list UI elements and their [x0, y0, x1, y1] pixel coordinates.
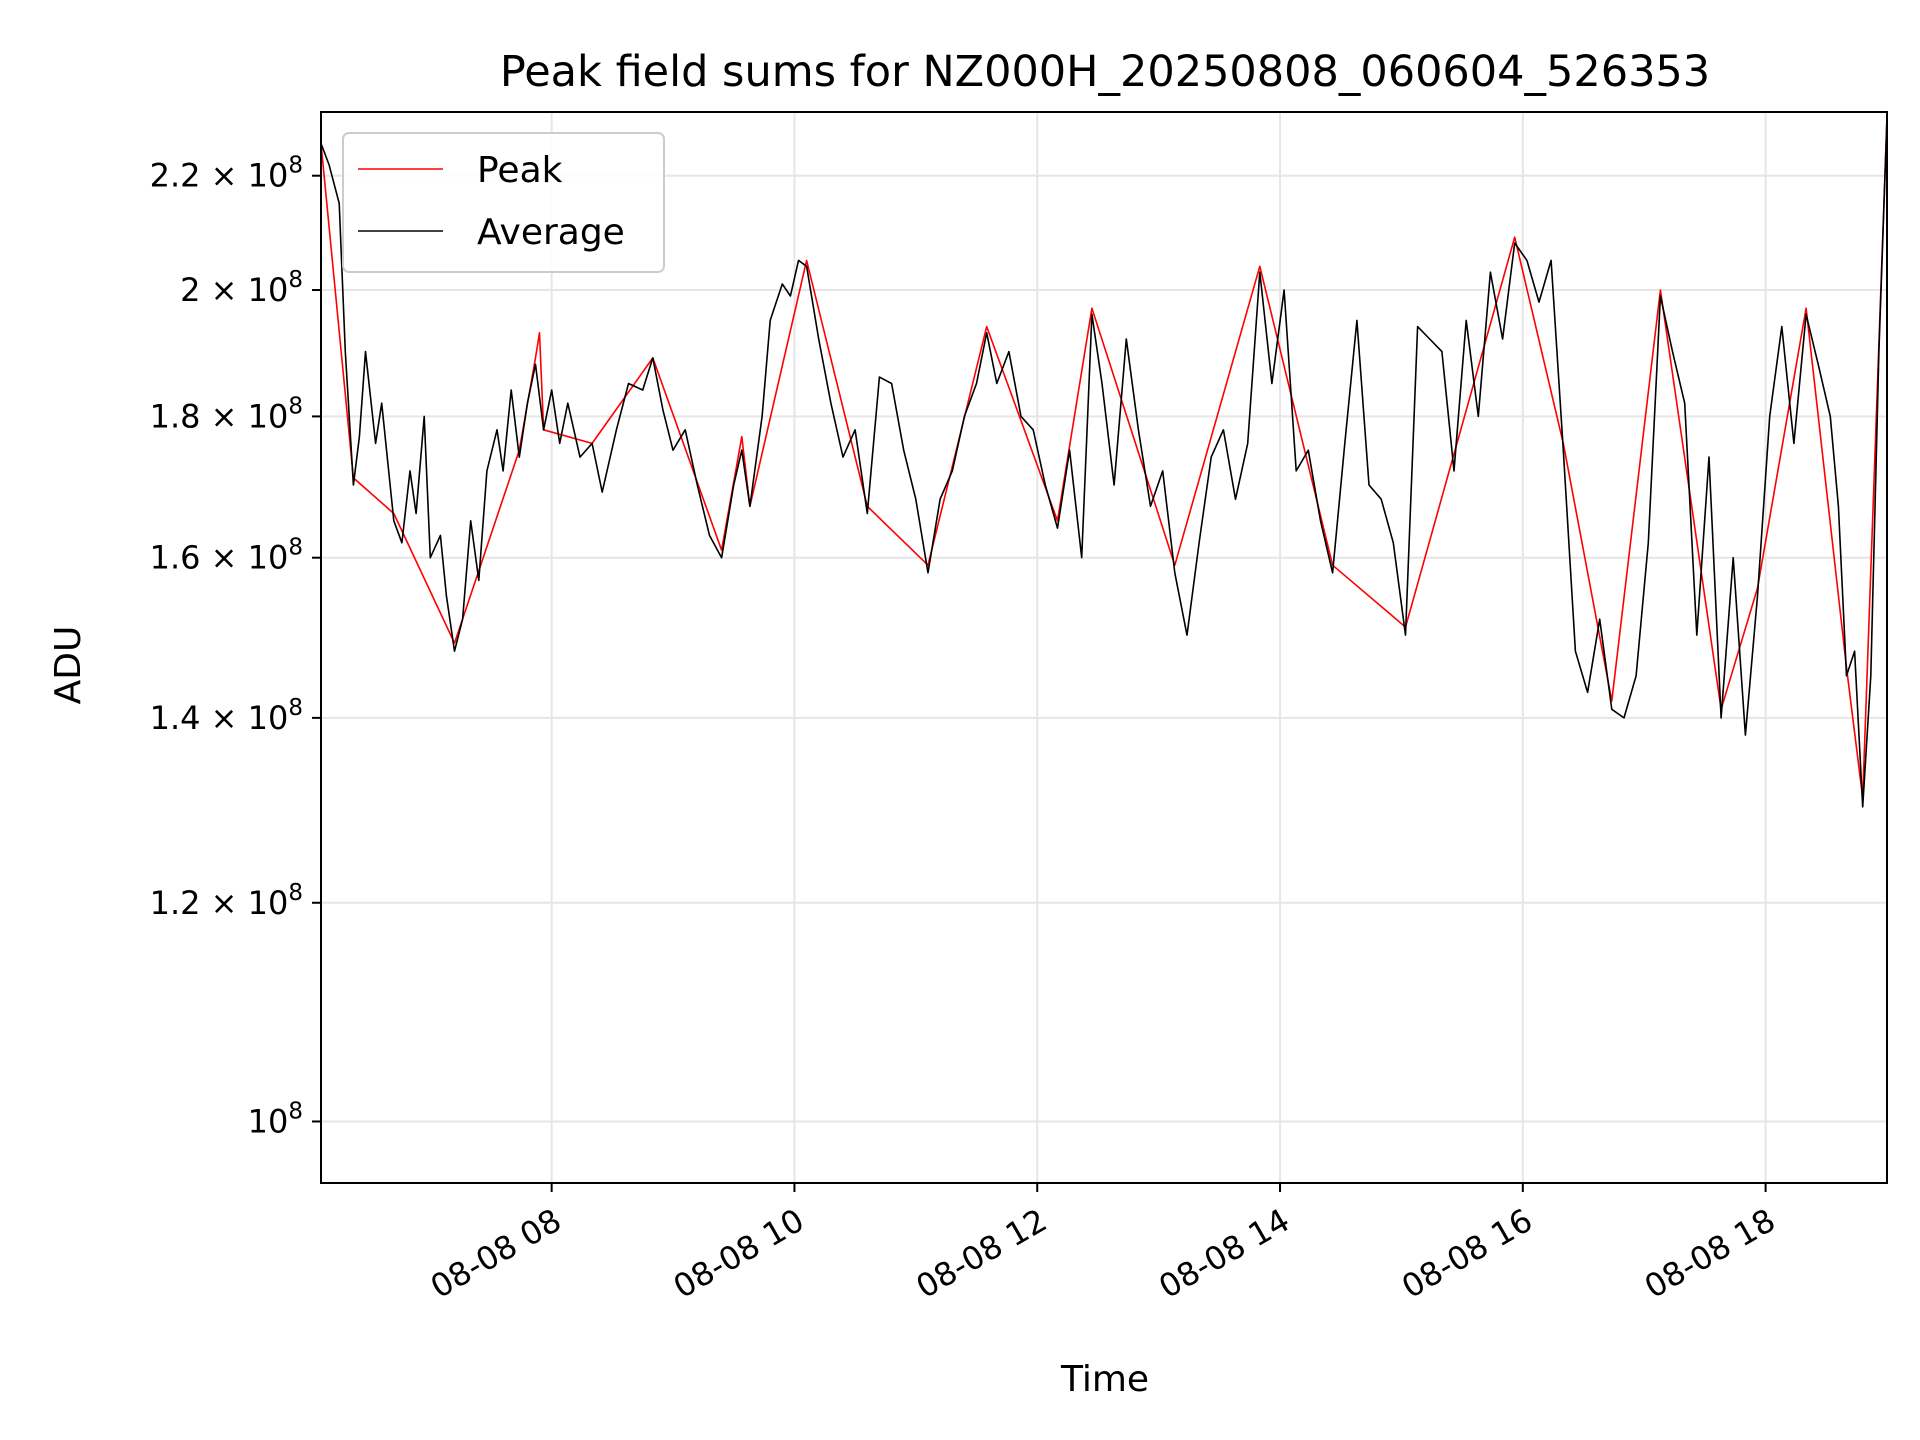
legend-label-average: Average: [477, 212, 625, 253]
y-ticks: 108 1.2 × 108 1.4 × 108 1.6 × 108 1.8 × 108 2…: [150, 153, 321, 1140]
grid: [321, 112, 1887, 1183]
x-axis-title: Time: [1060, 1359, 1149, 1400]
y-axis-title: ADU: [48, 626, 89, 705]
legend: Peak Average: [342, 132, 665, 273]
series-line-average: [320, 117, 1888, 808]
plot-lines: [320, 117, 1888, 808]
y-tick-label: 108: [248, 1098, 303, 1140]
legend-box: [342, 132, 665, 273]
legend-label-peak: Peak: [477, 150, 563, 191]
plot-frame: [320, 111, 1888, 1184]
y-tick-label: 2.2 × 108: [150, 153, 303, 195]
y-tick-label: 1.8 × 108: [150, 393, 303, 435]
y-tick-label: 1.2 × 108: [150, 880, 303, 922]
chart-title: Peak field sums for NZ000H_20250808_0606…: [500, 47, 1710, 97]
y-tick-label: 1.4 × 108: [150, 695, 303, 737]
y-tick-label: 1.6 × 108: [150, 535, 303, 577]
y-tick-label: 2 × 108: [180, 267, 303, 309]
